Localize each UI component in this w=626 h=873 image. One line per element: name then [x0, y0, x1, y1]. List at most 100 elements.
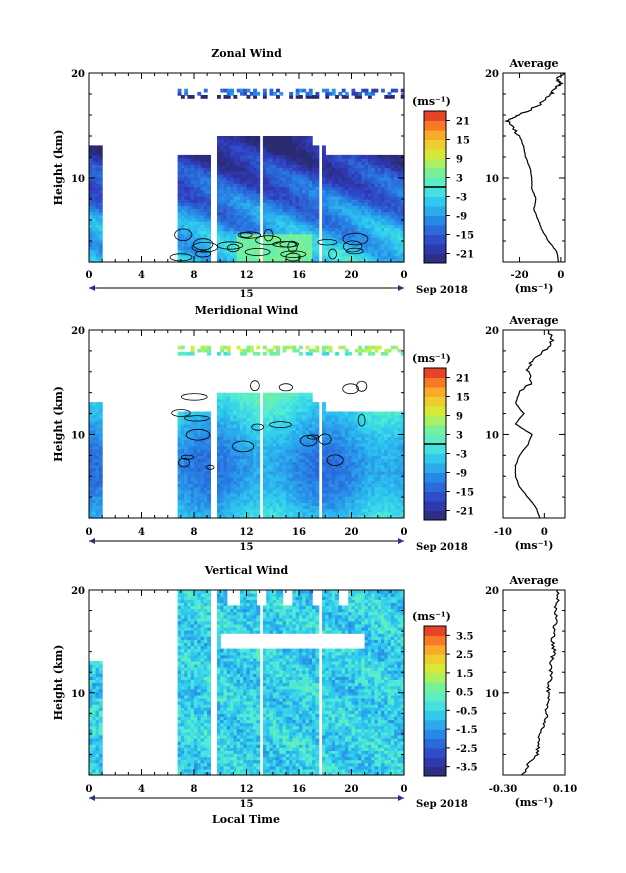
heatmap-cell: [223, 508, 228, 513]
heatmap-cell: [354, 474, 359, 478]
heatmap-cell: [351, 433, 356, 438]
heatmap-cell: [223, 351, 228, 356]
heatmap-cell: [312, 180, 316, 184]
heatmap-cell: [262, 252, 267, 257]
heatmap-cell: [348, 471, 353, 475]
heatmap-cell: [390, 195, 395, 200]
heatmap-cell: [184, 502, 189, 506]
heatmap-cell: [285, 148, 290, 153]
heatmap-cell: [253, 170, 257, 175]
heatmap-cell: [325, 199, 330, 203]
heatmap-cell: [338, 477, 343, 481]
heatmap-cell: [226, 408, 231, 412]
heatmap-cell: [358, 205, 362, 210]
heatmap-cell: [249, 452, 254, 456]
heatmap-cell: [190, 420, 195, 425]
heatmap-cell: [233, 183, 238, 188]
heatmap-cell: [276, 183, 280, 188]
heatmap-cell: [266, 161, 271, 165]
heatmap-cell: [354, 195, 359, 200]
heatmap-cell: [348, 417, 353, 422]
heatmap-cell: [335, 205, 339, 210]
heatmap-cell: [338, 161, 343, 165]
heatmap-cell: [226, 414, 231, 419]
heatmap-cell: [328, 154, 333, 159]
heatmap-cell: [223, 414, 228, 419]
heatmap-cell: [184, 467, 189, 472]
heatmap-cell: [269, 202, 274, 206]
heatmap-cell: [98, 205, 103, 210]
heatmap-cell: [203, 258, 208, 263]
heatmap-cell: [322, 449, 326, 453]
heatmap-cell: [312, 211, 316, 216]
heatmap-cell: [272, 151, 277, 156]
heatmap-cell: [305, 202, 310, 206]
heatmap-cell: [305, 161, 310, 165]
heatmap-cell: [226, 154, 231, 159]
heatmap-cell: [299, 170, 303, 175]
heatmap-cell: [305, 221, 310, 225]
heatmap-cell: [331, 183, 336, 188]
heatmap-cell: [322, 217, 326, 222]
heatmap-cell: [299, 236, 303, 241]
heatmap-cell: [266, 195, 271, 200]
heatmap-cell: [302, 489, 307, 494]
heatmap-cell: [187, 467, 192, 472]
average-title: Average: [508, 57, 558, 70]
heatmap-cell: [187, 211, 192, 216]
heatmap-cell: [184, 211, 189, 216]
heatmap-cell: [312, 258, 316, 263]
heatmap-cell: [262, 202, 267, 206]
heatmap-cell: [312, 164, 316, 169]
contour-line: [263, 228, 274, 242]
heatmap-cell: [364, 214, 369, 219]
heatmap-cell: [177, 176, 182, 181]
heatmap-cell: [239, 492, 244, 497]
heatmap-cell: [272, 442, 277, 447]
heatmap-cell: [341, 224, 346, 228]
heatmap-cell: [338, 227, 343, 232]
heatmap-cell: [390, 161, 395, 165]
heatmap-cell: [253, 145, 257, 150]
heatmap-cell: [203, 496, 208, 500]
heatmap-cell: [397, 186, 402, 191]
heatmap-cell: [256, 136, 261, 140]
heatmap-cell: [239, 236, 244, 241]
heatmap-cell: [335, 467, 339, 472]
heatmap-cell: [344, 436, 349, 441]
heatmap-cell: [358, 477, 362, 481]
heatmap-cell: [226, 211, 231, 216]
heatmap-cell: [226, 474, 231, 478]
heatmap-cell: [276, 164, 280, 169]
heatmap-cell: [256, 486, 261, 491]
heatmap-cell: [331, 433, 336, 438]
heatmap-cell: [92, 511, 97, 516]
heatmap-cell: [338, 508, 343, 513]
heatmap-cell: [285, 474, 290, 478]
heatmap-cell: [187, 439, 192, 444]
heatmap-cell: [364, 224, 369, 228]
heatmap-cell: [249, 514, 254, 519]
heatmap-cell: [246, 417, 251, 422]
heatmap-cell: [302, 508, 307, 513]
heatmap-cell: [207, 420, 211, 425]
heatmap-cell: [184, 195, 189, 200]
heatmap-cell: [315, 217, 320, 222]
heatmap-cell: [308, 233, 313, 238]
heatmap-cell: [220, 189, 225, 194]
heatmap-cell: [361, 240, 366, 244]
heatmap-cell: [223, 395, 228, 400]
heatmap-cell: [282, 230, 287, 235]
heatmap-cell: [299, 483, 303, 488]
heatmap-cell: [246, 445, 251, 450]
heatmap-cell: [371, 255, 376, 260]
heatmap-cell: [233, 445, 238, 450]
heatmap-cell: [335, 230, 339, 235]
heatmap-cell: [295, 508, 300, 513]
heatmap-cell: [331, 217, 336, 222]
heatmap-cell: [289, 211, 294, 216]
heatmap-cell: [226, 95, 231, 99]
heatmap-cell: [331, 489, 336, 494]
heatmap-cell: [344, 180, 349, 184]
heatmap-cell: [344, 208, 349, 213]
